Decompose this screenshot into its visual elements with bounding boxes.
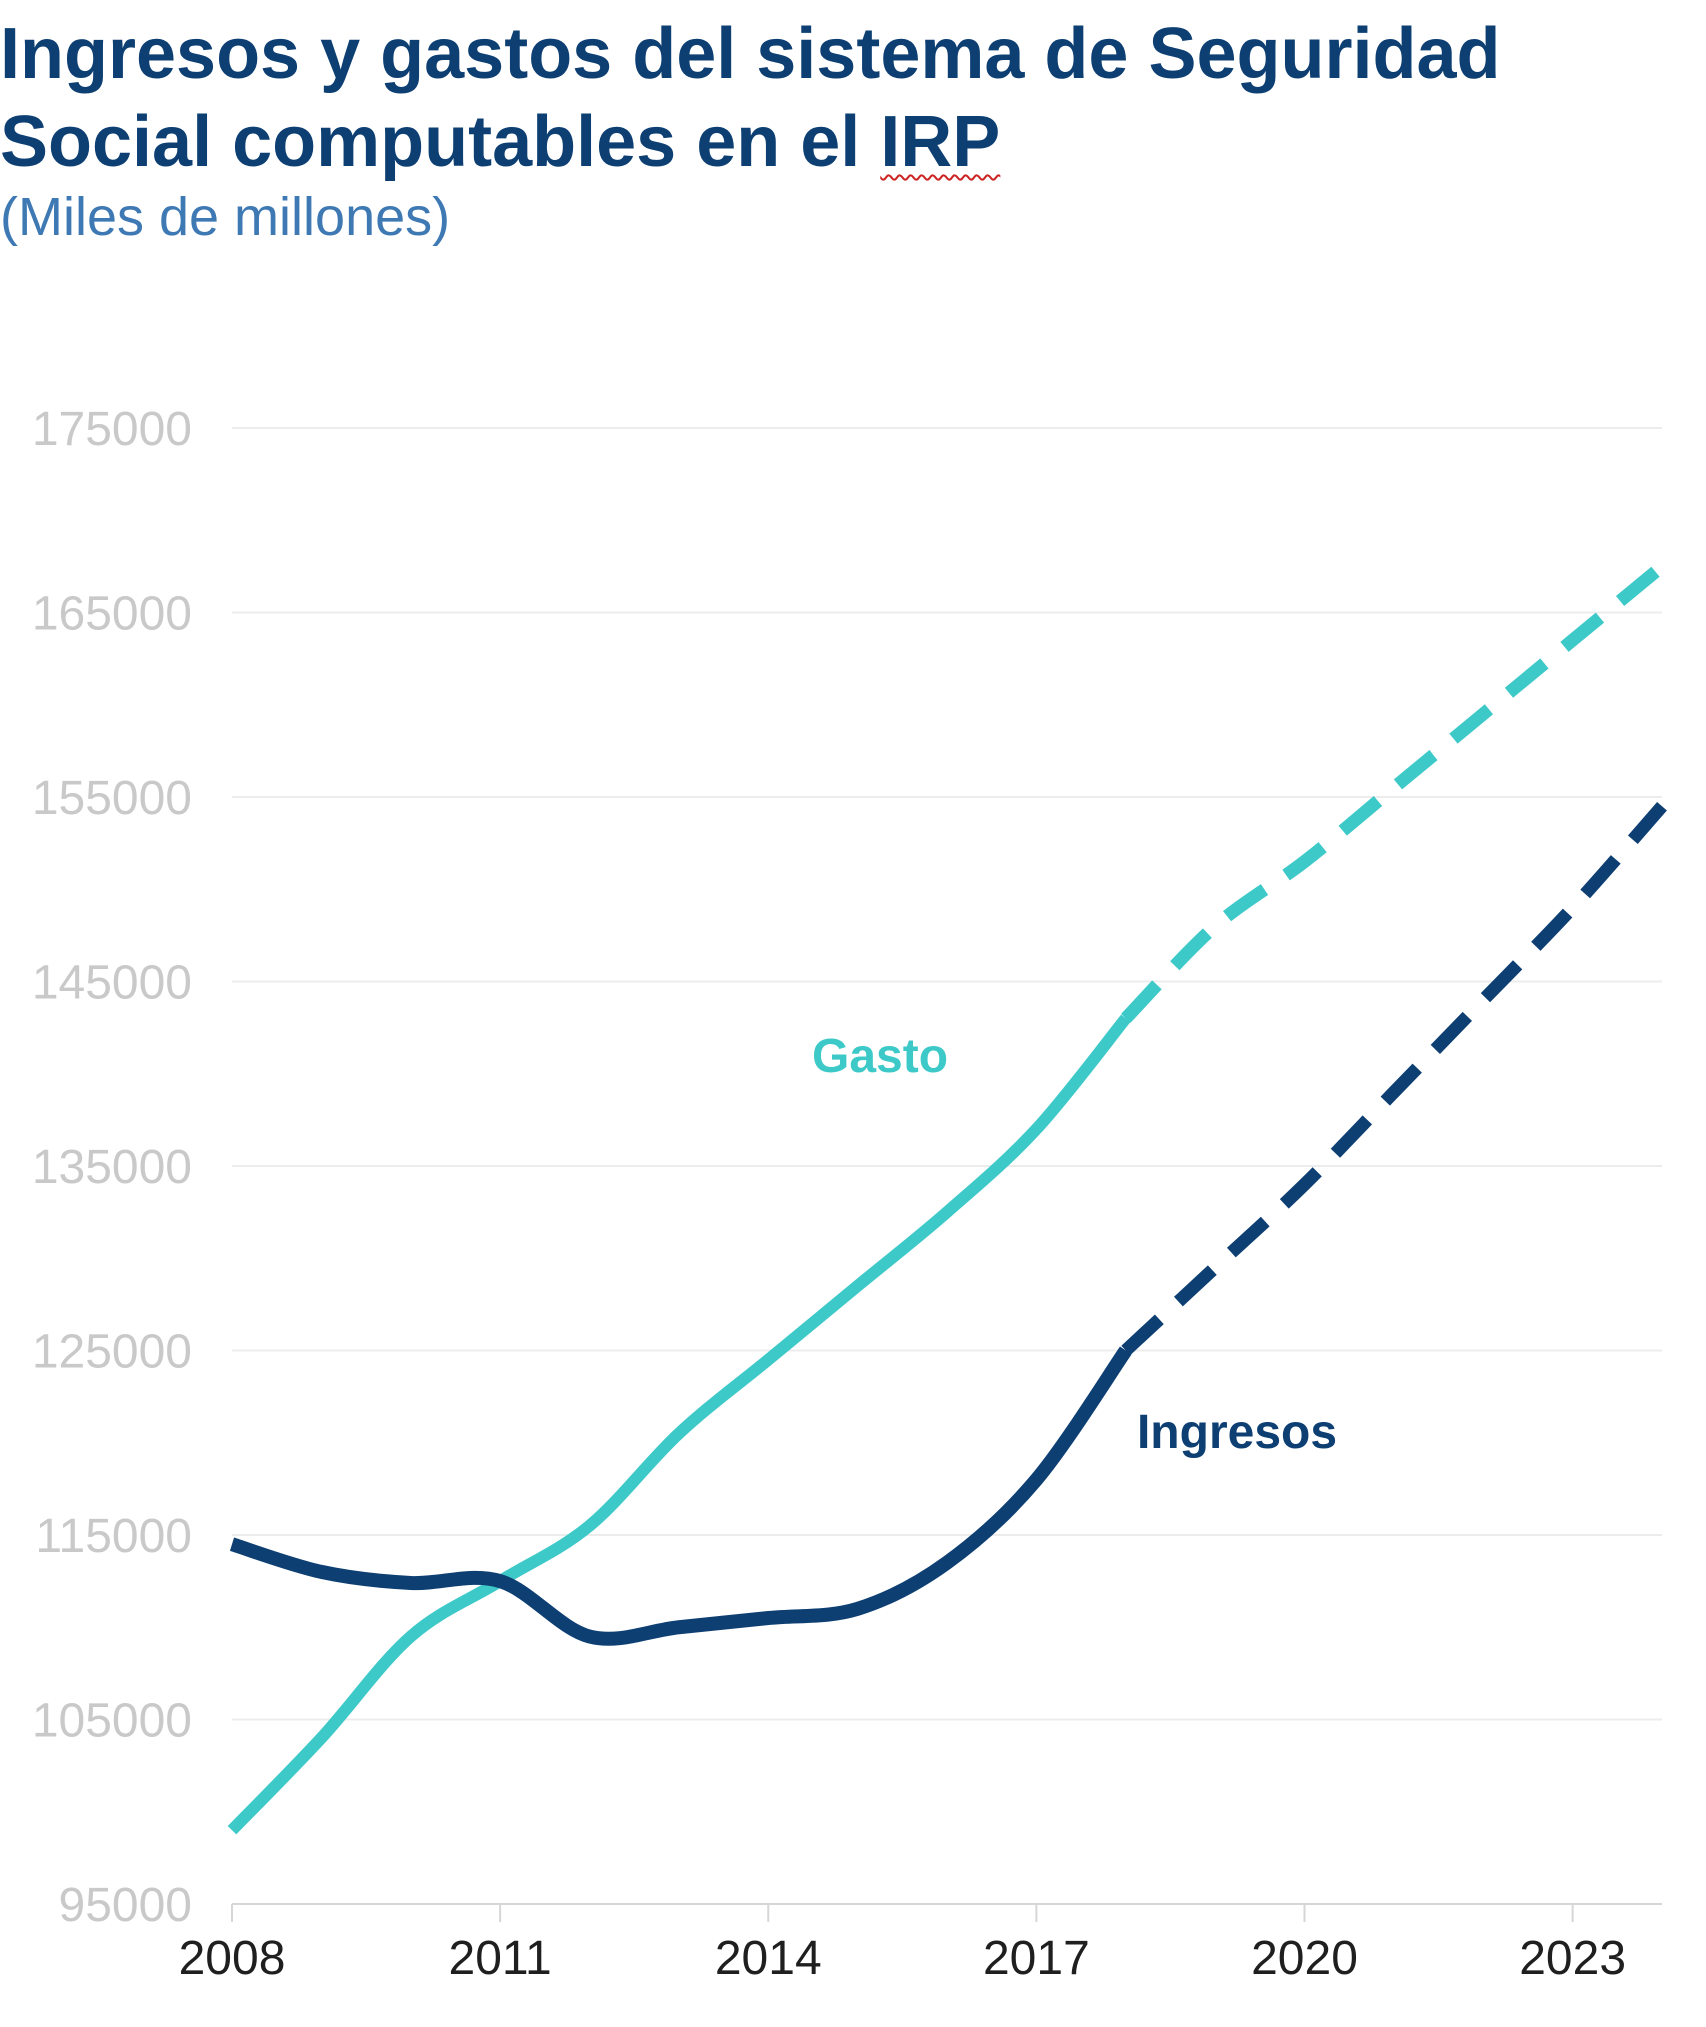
series-ingresos-dashed-line (1121, 801, 1667, 1356)
gridlines (232, 427, 1662, 1721)
series-gasto-solid-line (227, 1014, 1131, 1835)
x-tick-label: 2011 (449, 1932, 552, 1985)
y-tick-label: 105000 (32, 1695, 192, 1748)
x-axis: 2008 2011 2014 2017 2020 2023 (179, 1903, 1662, 1985)
y-tick-label: 165000 (32, 588, 192, 641)
y-tick-label: 125000 (32, 1326, 192, 1379)
chart-title-main: Ingresos y gastos del sistema de Segurid… (0, 14, 1501, 182)
series-label-gasto: Gasto (812, 1030, 948, 1083)
y-tick-label: 155000 (32, 772, 192, 825)
series-labels: Gasto Ingresos (812, 1030, 1337, 1459)
x-tick-label: 2023 (1519, 1932, 1626, 1985)
x-tick-label: 2008 (179, 1932, 286, 1985)
y-tick-label: 175000 (32, 403, 192, 456)
chart-title-irp: IRP (880, 102, 1001, 182)
chart-title: Ingresos y gastos del sistema de Segurid… (0, 10, 1680, 186)
y-tick-label: 115000 (35, 1510, 192, 1563)
x-tick-label: 2017 (983, 1932, 1090, 1985)
y-tick-label: 135000 (32, 1141, 192, 1194)
series-ingresos-solid-line (229, 1346, 1132, 1646)
y-tick-label: 95000 (59, 1879, 192, 1932)
series-label-ingresos: Ingresos (1137, 1406, 1337, 1459)
chart-subtitle: (Miles de millones) (0, 187, 451, 247)
y-axis-ticks: 95000 105000 115000 125000 135000 145000 15500… (32, 403, 192, 1932)
series-gasto-dashed-line (1121, 561, 1667, 1023)
series-lines (227, 561, 1667, 1835)
x-tick-label: 2020 (1251, 1932, 1358, 1985)
y-tick-label: 145000 (32, 957, 192, 1010)
x-tick-label: 2014 (715, 1932, 822, 1985)
